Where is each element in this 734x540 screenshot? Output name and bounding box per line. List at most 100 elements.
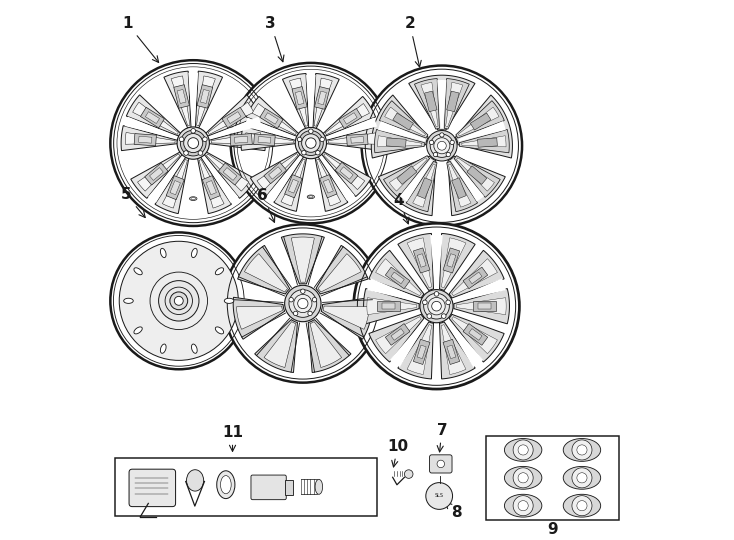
Polygon shape <box>121 126 178 151</box>
Polygon shape <box>437 80 446 128</box>
Polygon shape <box>315 157 348 211</box>
Circle shape <box>294 311 298 316</box>
Bar <box>115 458 377 516</box>
Polygon shape <box>197 76 215 126</box>
Polygon shape <box>321 297 372 339</box>
Polygon shape <box>316 159 341 206</box>
Polygon shape <box>390 320 427 367</box>
Polygon shape <box>197 157 231 214</box>
Polygon shape <box>447 91 459 112</box>
Circle shape <box>450 140 454 145</box>
Polygon shape <box>430 235 443 288</box>
Polygon shape <box>257 153 298 190</box>
Polygon shape <box>310 322 341 368</box>
Polygon shape <box>236 306 283 329</box>
Polygon shape <box>316 245 368 294</box>
Polygon shape <box>202 176 220 200</box>
Polygon shape <box>413 248 430 273</box>
Polygon shape <box>195 71 222 129</box>
Polygon shape <box>208 117 261 139</box>
Ellipse shape <box>161 248 166 258</box>
Polygon shape <box>245 133 294 144</box>
Polygon shape <box>454 278 506 302</box>
Polygon shape <box>338 109 362 129</box>
Polygon shape <box>447 345 456 359</box>
Polygon shape <box>344 113 357 124</box>
Polygon shape <box>150 167 163 180</box>
Polygon shape <box>323 306 369 329</box>
Circle shape <box>302 151 306 155</box>
Ellipse shape <box>215 327 224 334</box>
Circle shape <box>577 501 587 511</box>
Polygon shape <box>315 86 330 109</box>
Polygon shape <box>174 85 189 108</box>
Polygon shape <box>363 288 419 324</box>
Circle shape <box>426 131 457 161</box>
Text: 1: 1 <box>122 16 159 63</box>
Circle shape <box>289 289 316 318</box>
Polygon shape <box>371 95 428 158</box>
Polygon shape <box>308 320 351 373</box>
Polygon shape <box>451 259 498 295</box>
Circle shape <box>404 470 413 478</box>
Polygon shape <box>424 91 437 112</box>
Polygon shape <box>281 159 305 206</box>
Polygon shape <box>295 91 304 105</box>
Ellipse shape <box>315 480 323 494</box>
Polygon shape <box>469 329 482 340</box>
Circle shape <box>302 134 320 152</box>
Polygon shape <box>462 136 506 147</box>
Polygon shape <box>206 154 249 191</box>
Circle shape <box>435 292 439 296</box>
Circle shape <box>110 232 247 369</box>
Ellipse shape <box>504 494 542 517</box>
Circle shape <box>423 300 427 305</box>
Polygon shape <box>479 303 491 309</box>
Polygon shape <box>447 161 478 212</box>
Circle shape <box>420 289 453 323</box>
Circle shape <box>184 133 203 153</box>
Polygon shape <box>233 297 285 339</box>
Polygon shape <box>470 113 491 130</box>
Polygon shape <box>473 301 496 311</box>
Polygon shape <box>155 157 189 214</box>
Polygon shape <box>448 156 505 215</box>
Text: 9: 9 <box>548 522 558 537</box>
Polygon shape <box>367 278 420 302</box>
Polygon shape <box>199 159 224 208</box>
Circle shape <box>298 299 308 309</box>
Polygon shape <box>454 288 509 324</box>
Polygon shape <box>323 97 376 137</box>
Polygon shape <box>447 254 456 267</box>
Polygon shape <box>457 298 506 315</box>
Ellipse shape <box>186 470 203 491</box>
Polygon shape <box>211 132 261 144</box>
Polygon shape <box>139 136 152 143</box>
Circle shape <box>429 140 434 145</box>
Polygon shape <box>369 314 424 362</box>
Polygon shape <box>458 121 506 141</box>
Circle shape <box>170 292 188 310</box>
Polygon shape <box>351 137 364 143</box>
Circle shape <box>203 137 207 141</box>
Polygon shape <box>227 112 241 124</box>
Polygon shape <box>441 325 466 375</box>
Polygon shape <box>451 317 498 354</box>
Polygon shape <box>415 78 440 129</box>
Polygon shape <box>367 298 417 315</box>
Polygon shape <box>406 161 437 212</box>
Polygon shape <box>451 159 484 201</box>
Ellipse shape <box>192 344 197 353</box>
Polygon shape <box>177 90 186 104</box>
Circle shape <box>513 440 533 460</box>
Polygon shape <box>319 174 337 198</box>
Polygon shape <box>131 152 182 198</box>
Circle shape <box>295 127 327 159</box>
Polygon shape <box>413 164 435 207</box>
Circle shape <box>320 137 324 141</box>
Polygon shape <box>374 130 424 153</box>
Polygon shape <box>325 104 369 134</box>
Polygon shape <box>285 174 302 198</box>
Polygon shape <box>340 167 353 179</box>
Text: 5: 5 <box>121 187 145 218</box>
